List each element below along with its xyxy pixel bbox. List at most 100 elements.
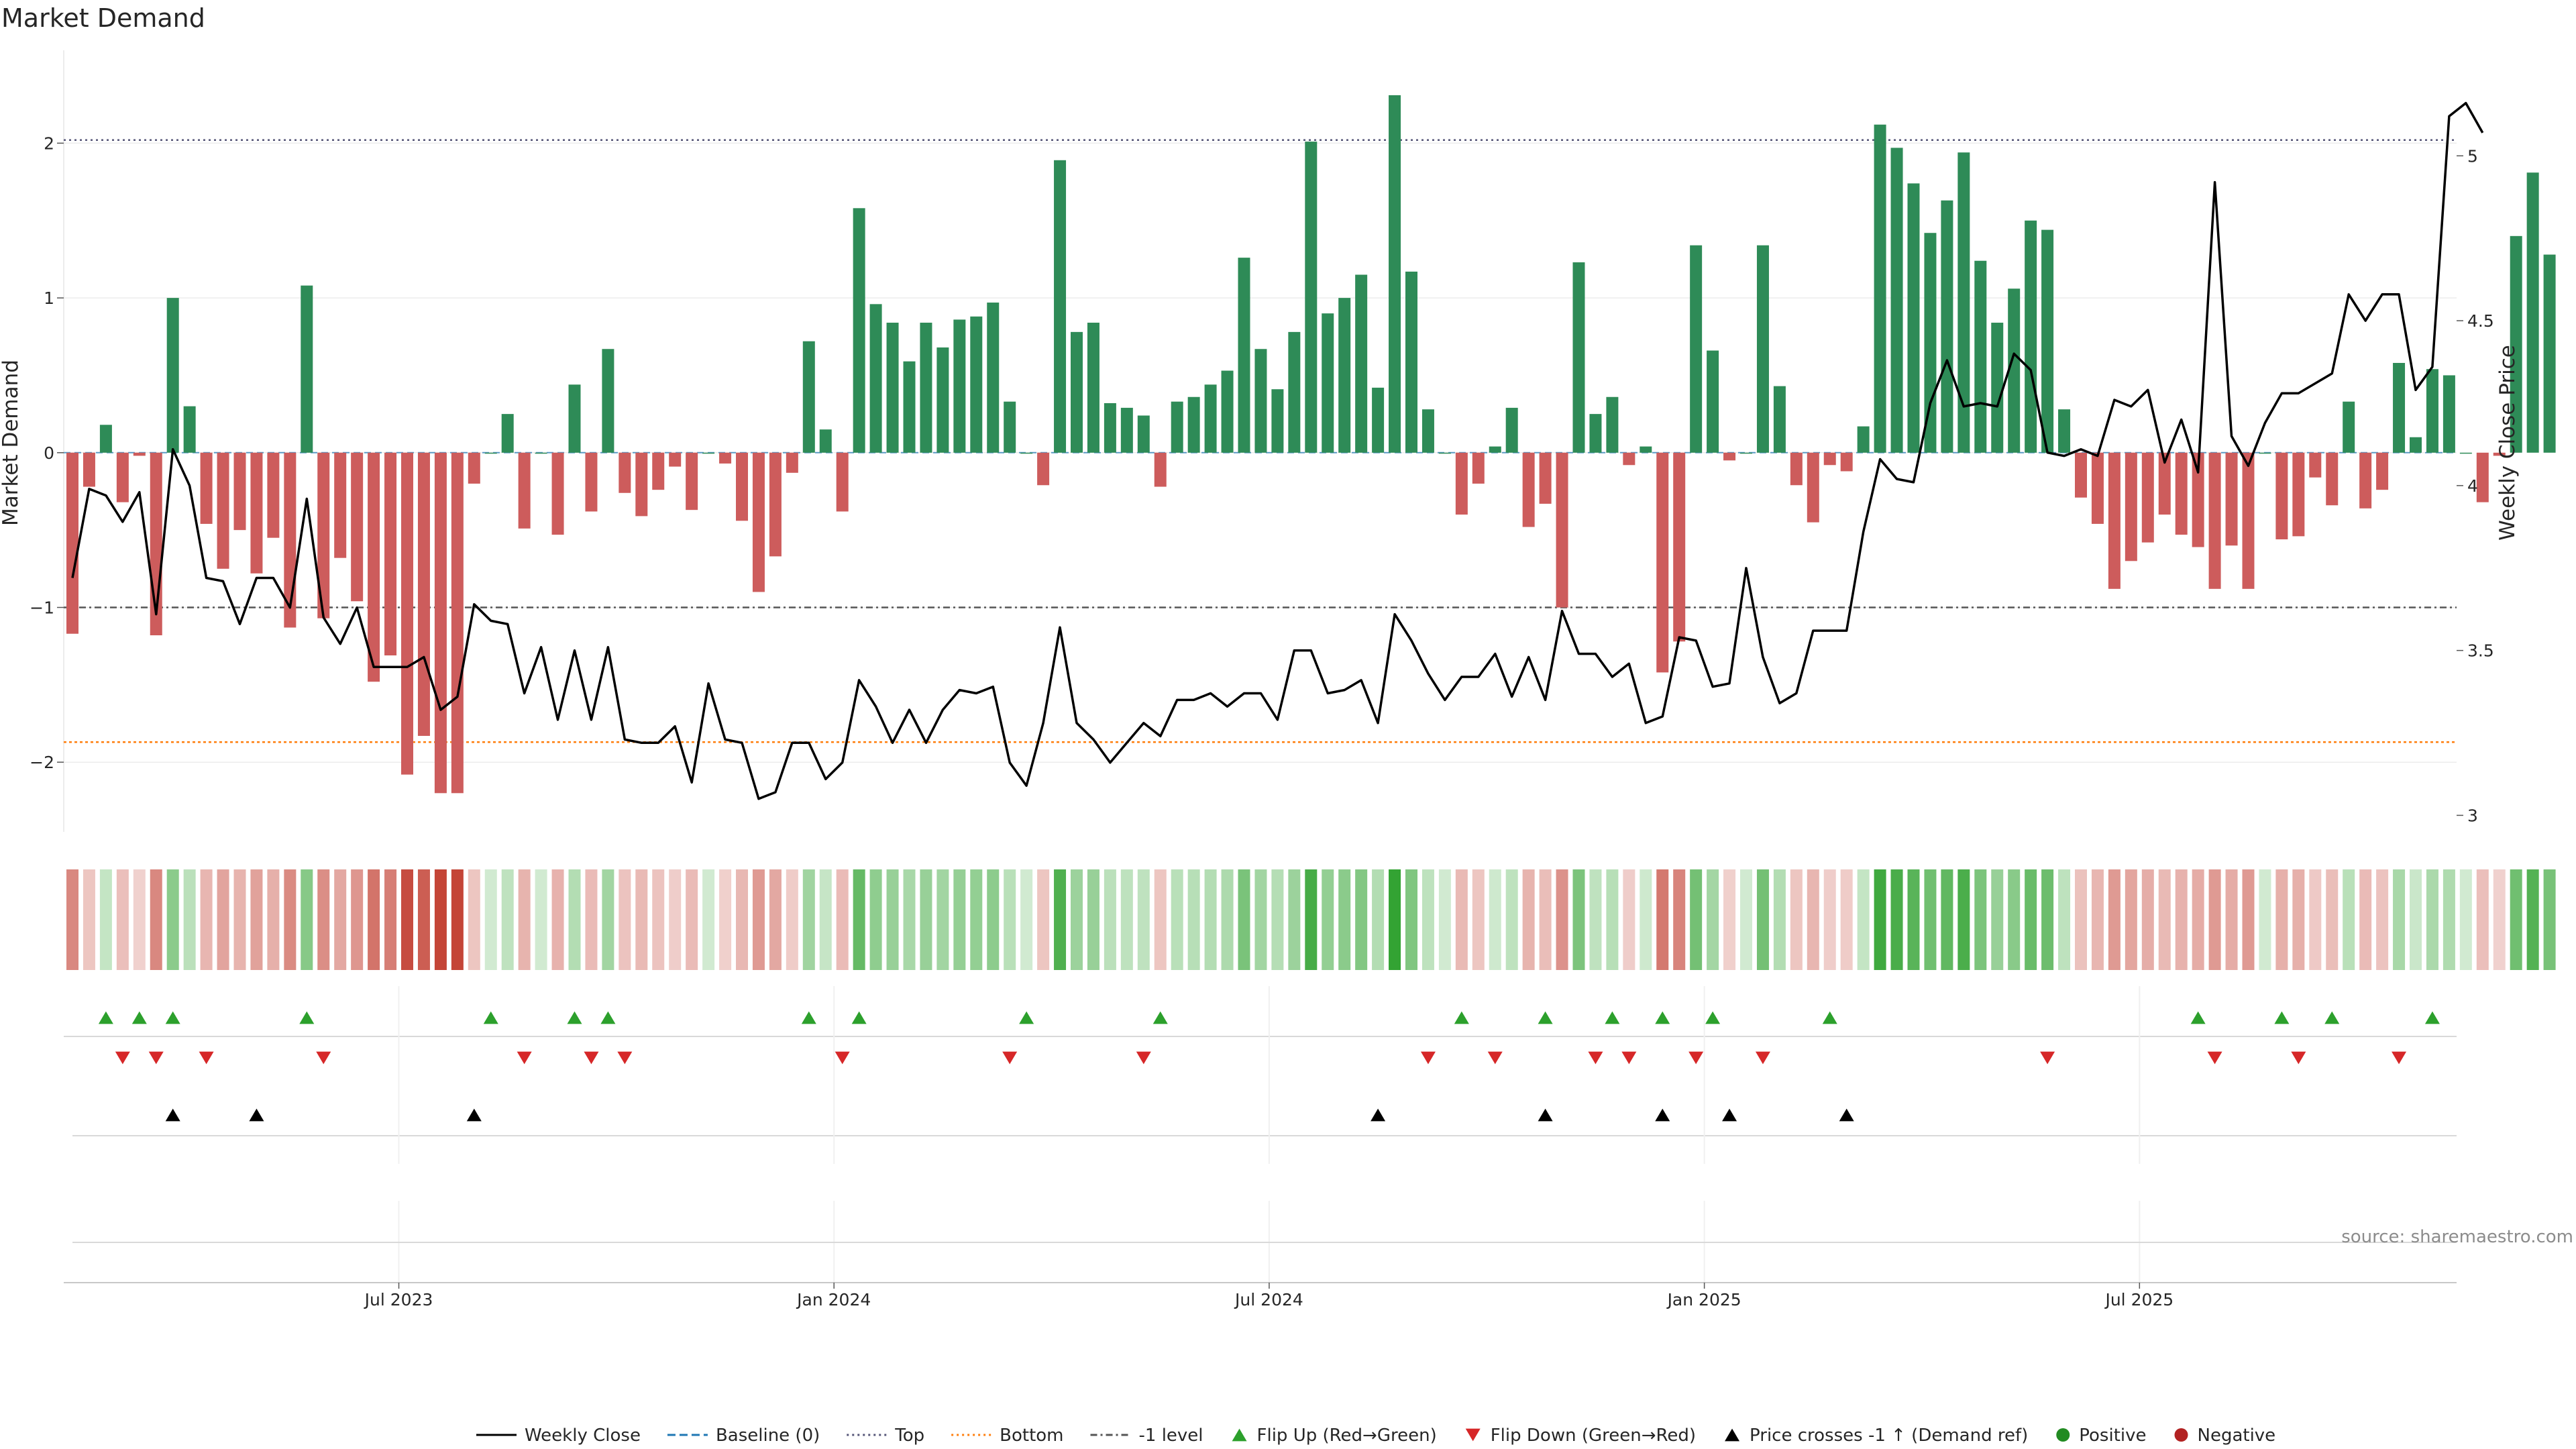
heat-cell [736,869,748,970]
heat-cell [1071,869,1083,970]
demand-bar [1171,401,1183,453]
heat-cell [2041,869,2054,970]
heat-cell [2343,869,2355,970]
legend-label: Flip Down (Green→Red) [1491,1426,1696,1446]
heat-cell [869,869,882,970]
flip-up-marker [1705,1011,1721,1024]
price-cross-marker [1655,1108,1670,1122]
demand-bar [1020,452,1033,454]
heat-cell [702,869,715,970]
demand-bar [2075,452,2087,498]
y-axis-label: Market Demand [0,360,23,526]
heat-cell [953,869,966,970]
heat-cell [635,869,648,970]
x-tick-label: Jul 2024 [1234,1290,1303,1309]
heat-cell [1857,869,1870,970]
flip-up-marker [2324,1011,2340,1024]
demand-bar [652,452,665,490]
demand-bar [1187,396,1200,453]
heat-cell [1623,869,1635,970]
demand-bar [1640,446,1652,453]
demand-bar [1790,452,1803,486]
demand-bar [1606,396,1619,453]
demand-bar [1438,452,1451,454]
demand-bar [1221,370,1234,453]
demand-bar [351,452,364,602]
demand-bar [2292,452,2305,537]
demand-bar [267,452,280,538]
heat-cell [1941,869,1953,970]
x-tick-label: Jul 2025 [2104,1290,2174,1309]
flip-up-marker [851,1011,867,1024]
heat-cell [284,869,297,970]
demand-bar [635,452,648,517]
heat-cell [719,869,732,970]
demand-bar [2041,229,2054,453]
flip-up-marker [1822,1011,1837,1024]
heat-cell [518,869,531,970]
heat-cell [116,869,129,970]
demand-bar [301,285,313,453]
heat-cell [434,869,447,970]
demand-bar [535,452,547,454]
heat-cell [535,869,547,970]
heat-cell [2058,869,2071,970]
y-tick-label: −2 [30,753,54,772]
heat-cell [2192,869,2204,970]
demand-bar [1807,452,1819,523]
heat-cell [217,869,229,970]
legend-swatch [1232,1428,1247,1442]
demand-bar [1489,446,1501,453]
heat-cell [819,869,832,970]
heat-cell [317,869,330,970]
flip-up-marker [2190,1011,2206,1024]
heat-cell [2292,869,2305,970]
demand-bar [451,452,464,794]
legend-label: Negative [2198,1426,2276,1446]
demand-bar [468,452,480,484]
price-cross-marker [1722,1108,1737,1122]
demand-bar [1773,386,1786,453]
demand-bar [2158,452,2171,515]
heat-cell [200,869,213,970]
legend-item: Weekly Close [476,1426,641,1446]
heat-cell [2510,869,2522,970]
y-tick-label: 2 [44,133,54,153]
flip-up-marker [1152,1011,1168,1024]
heat-cell [1322,869,1334,970]
flip-down-marker [1588,1051,1603,1065]
flip-down-marker [1487,1051,1503,1065]
heat-cell [1756,869,1769,970]
chart-title: Market Demand [1,3,205,33]
demand-bar [1690,245,1703,453]
legend-item: -1 level [1090,1426,1203,1446]
flip-down-marker [584,1051,599,1065]
price-cross-marker [1839,1108,1854,1122]
heat-cell [903,869,916,970]
flip-down-marker [199,1051,214,1065]
heat-cell [1288,869,1301,970]
demand-bar [903,361,916,453]
heat-cell [1840,869,1853,970]
demand-bar [2359,452,2372,508]
demand-bar [2443,375,2455,453]
heat-cell [1421,869,1434,970]
demand-bar [1941,200,1953,453]
heat-cell [1171,869,1183,970]
demand-bar [1539,452,1552,504]
y2-tick-label: 4 [2467,476,2478,496]
y2-tick-label: 5 [2467,146,2478,166]
weekly-close-polyline [71,101,2484,800]
legend-item: Positive [2056,1426,2147,1446]
heat-cell [2125,869,2137,970]
flip-up-marker [2424,1011,2440,1024]
weekly-close-line [71,101,2484,800]
price-cross-marker [1538,1108,1553,1122]
demand-bar [1389,95,1401,453]
demand-bar [2225,452,2238,546]
demand-bar [1623,452,1635,466]
demand-bar [1572,262,1585,453]
demand-bar [2125,452,2137,561]
heat-cell [1740,869,1752,970]
heat-cell [936,869,949,970]
